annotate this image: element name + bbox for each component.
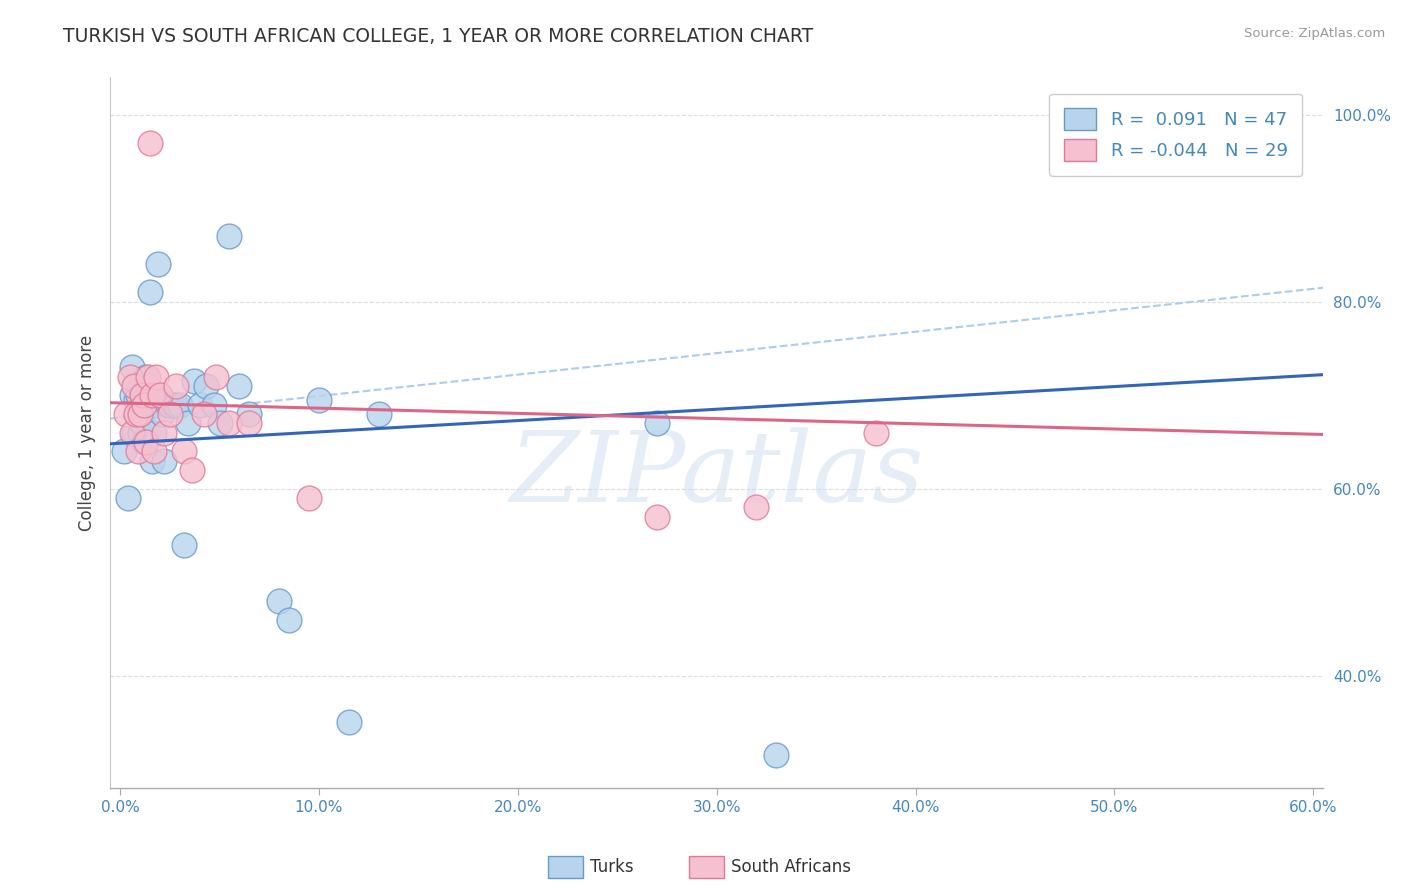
Point bbox=[745, 500, 768, 515]
Point bbox=[135, 434, 157, 449]
Point bbox=[145, 369, 167, 384]
Point bbox=[238, 407, 260, 421]
Point bbox=[367, 407, 389, 421]
Point bbox=[194, 379, 217, 393]
Point bbox=[149, 388, 172, 402]
Point bbox=[765, 747, 787, 762]
Point bbox=[139, 285, 162, 300]
Point bbox=[238, 416, 260, 430]
Point bbox=[153, 453, 176, 467]
Point bbox=[131, 398, 153, 412]
Point bbox=[117, 491, 139, 505]
Point bbox=[188, 398, 211, 412]
Point bbox=[153, 425, 176, 440]
Point bbox=[118, 369, 141, 384]
Point bbox=[865, 425, 887, 440]
Point bbox=[193, 407, 215, 421]
Point bbox=[132, 434, 155, 449]
Point bbox=[136, 379, 159, 393]
Point bbox=[136, 369, 159, 384]
Point bbox=[131, 416, 153, 430]
Point bbox=[142, 425, 165, 440]
Point bbox=[645, 416, 668, 430]
Point bbox=[125, 407, 148, 421]
Point bbox=[149, 388, 172, 402]
Point bbox=[180, 463, 202, 477]
Point bbox=[135, 398, 157, 412]
Point bbox=[125, 407, 148, 421]
Point bbox=[132, 392, 155, 407]
Point bbox=[146, 257, 169, 271]
Text: Source: ZipAtlas.com: Source: ZipAtlas.com bbox=[1244, 27, 1385, 40]
Point bbox=[183, 374, 205, 388]
Point bbox=[645, 509, 668, 524]
Point bbox=[218, 416, 240, 430]
Point bbox=[204, 369, 226, 384]
Point bbox=[202, 398, 225, 412]
Point bbox=[173, 538, 195, 552]
Point bbox=[173, 444, 195, 458]
Point bbox=[159, 398, 181, 412]
Point bbox=[121, 360, 143, 375]
Legend: R =  0.091   N = 47, R = -0.044   N = 29: R = 0.091 N = 47, R = -0.044 N = 29 bbox=[1049, 94, 1302, 176]
Point bbox=[163, 398, 186, 412]
Point bbox=[129, 407, 152, 421]
Point bbox=[121, 388, 143, 402]
Point bbox=[337, 715, 360, 730]
Point bbox=[156, 398, 179, 412]
Point bbox=[145, 398, 167, 412]
Text: Turks: Turks bbox=[591, 858, 634, 876]
Point bbox=[141, 453, 163, 467]
Point bbox=[131, 388, 153, 402]
Point bbox=[129, 379, 152, 393]
Point bbox=[121, 425, 143, 440]
Text: ZIPatlas: ZIPatlas bbox=[509, 427, 924, 523]
Point bbox=[132, 398, 155, 412]
Point bbox=[298, 491, 321, 505]
Point bbox=[115, 407, 138, 421]
Point bbox=[150, 407, 173, 421]
Point bbox=[141, 388, 163, 402]
Point bbox=[169, 398, 191, 412]
Point bbox=[165, 379, 187, 393]
Point bbox=[269, 594, 291, 608]
Text: South Africans: South Africans bbox=[731, 858, 851, 876]
Point bbox=[142, 444, 165, 458]
Point bbox=[127, 388, 149, 402]
Point bbox=[177, 416, 200, 430]
Point bbox=[308, 392, 330, 407]
Y-axis label: College, 1 year or more: College, 1 year or more bbox=[79, 334, 96, 531]
Point bbox=[165, 398, 187, 412]
Point bbox=[135, 369, 157, 384]
Point bbox=[127, 444, 149, 458]
Point bbox=[129, 425, 152, 440]
Point bbox=[159, 407, 181, 421]
Point bbox=[125, 392, 148, 407]
Point bbox=[112, 444, 135, 458]
Point bbox=[122, 425, 145, 440]
Text: TURKISH VS SOUTH AFRICAN COLLEGE, 1 YEAR OR MORE CORRELATION CHART: TURKISH VS SOUTH AFRICAN COLLEGE, 1 YEAR… bbox=[63, 27, 814, 45]
Point bbox=[228, 379, 250, 393]
Point bbox=[208, 416, 231, 430]
Point bbox=[122, 379, 145, 393]
Point bbox=[139, 136, 162, 150]
Point bbox=[278, 613, 301, 627]
Point bbox=[218, 229, 240, 244]
